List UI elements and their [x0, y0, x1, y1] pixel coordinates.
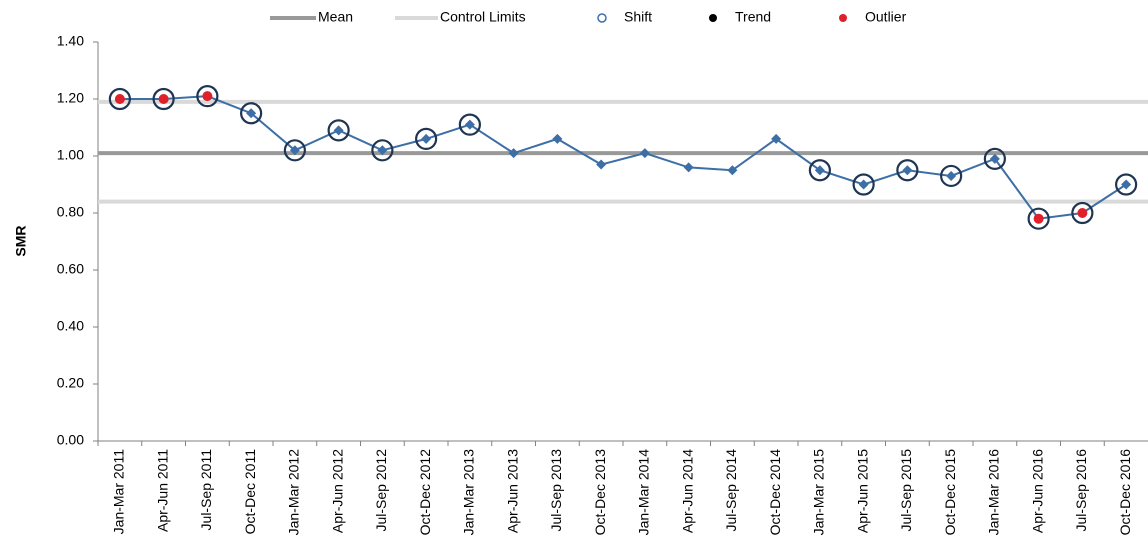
x-tick-label: Jul-Sep 2013 — [548, 449, 564, 532]
data-point — [246, 108, 257, 119]
x-tick-label: Oct-Dec 2014 — [767, 449, 783, 536]
data-point — [727, 165, 738, 176]
x-tick-label: Jan-Mar 2015 — [811, 449, 827, 536]
shift-marker — [1071, 201, 1094, 225]
legend-swatch — [839, 14, 847, 22]
data-point — [639, 148, 650, 159]
data-point — [858, 179, 869, 190]
outlier-marker — [202, 91, 213, 102]
legend-swatch — [709, 14, 717, 22]
y-axis-label: SMR — [13, 225, 29, 256]
y-tick-label: 0.60 — [57, 261, 84, 277]
data-point — [989, 153, 1000, 164]
shift-marker — [371, 139, 394, 162]
x-tick-label: Apr-Jun 2016 — [1029, 449, 1045, 533]
outlier-marker — [1033, 213, 1044, 224]
data-point — [333, 125, 344, 136]
shift-marker — [415, 127, 438, 150]
x-tick-label: Oct-Dec 2015 — [942, 449, 958, 536]
shift-marker — [896, 159, 919, 182]
shift-marker — [458, 113, 481, 136]
data-point — [596, 159, 607, 170]
shift-marker — [940, 164, 963, 188]
x-tick-label: Jan-Mar 2013 — [461, 449, 477, 536]
data-point — [902, 165, 913, 176]
x-tick-label: Apr-Jun 2014 — [679, 449, 695, 533]
shift-marker — [283, 139, 306, 162]
x-tick-label: Jan-Mar 2014 — [636, 449, 652, 536]
legend-swatch — [597, 13, 607, 23]
outlier-marker — [114, 94, 125, 104]
y-tick-label: 0.00 — [57, 432, 84, 448]
x-tick-label: Jul-Sep 2014 — [723, 449, 739, 532]
shift-marker — [1115, 173, 1138, 196]
y-tick-label: 1.00 — [57, 147, 84, 163]
shift-marker — [108, 87, 131, 111]
legend-label: Mean — [318, 9, 353, 25]
data-point — [508, 148, 519, 159]
data-point — [1121, 179, 1132, 190]
shift-marker — [240, 102, 263, 125]
data-point — [683, 162, 694, 173]
shift-marker — [196, 85, 219, 108]
legend-label: Control Limits — [440, 9, 526, 25]
shift-marker — [852, 173, 875, 196]
x-tick-label: Jul-Sep 2016 — [1073, 449, 1089, 532]
x-tick-label: Oct-Dec 2011 — [242, 449, 258, 535]
x-tick-label: Apr-Jun 2012 — [329, 449, 345, 533]
x-tick-label: Jan-Mar 2016 — [986, 449, 1002, 536]
x-tick-label: Jul-Sep 2011 — [198, 449, 214, 531]
y-tick-label: 1.20 — [57, 90, 84, 106]
data-point — [814, 165, 825, 176]
y-tick-label: 0.20 — [57, 375, 84, 391]
data-point — [552, 133, 563, 144]
x-tick-label: Jul-Sep 2012 — [373, 449, 389, 532]
shift-marker — [808, 159, 831, 182]
data-point — [377, 145, 388, 156]
legend-label: Outlier — [865, 9, 907, 25]
data-point — [421, 133, 432, 144]
legend-label: Trend — [735, 9, 771, 25]
x-tick-label: Apr-Jun 2011 — [154, 449, 170, 532]
x-tick-label: Oct-Dec 2013 — [592, 449, 608, 536]
y-tick-label: 0.40 — [57, 318, 84, 334]
legend-label: Shift — [624, 9, 652, 25]
y-tick-label: 1.40 — [57, 33, 84, 49]
data-point — [464, 119, 475, 130]
shift-marker — [152, 87, 175, 111]
outlier-marker — [158, 94, 169, 104]
data-point — [289, 145, 300, 156]
outlier-marker — [1077, 208, 1088, 218]
x-tick-label: Apr-Jun 2013 — [504, 449, 520, 533]
x-tick-label: Jan-Mar 2012 — [286, 449, 302, 536]
shift-marker — [1027, 207, 1050, 230]
data-point — [946, 170, 957, 181]
x-tick-label: Apr-Jun 2015 — [854, 449, 870, 533]
x-tick-label: Oct-Dec 2012 — [417, 449, 433, 536]
shift-marker — [983, 147, 1006, 170]
shift-marker — [327, 119, 350, 142]
y-tick-label: 0.80 — [57, 204, 84, 220]
x-tick-label: Jul-Sep 2015 — [898, 449, 914, 532]
x-tick-label: Jan-Mar 2011 — [111, 449, 127, 535]
x-tick-label: Oct-Dec 2016 — [1117, 449, 1133, 536]
data-point — [771, 133, 782, 144]
